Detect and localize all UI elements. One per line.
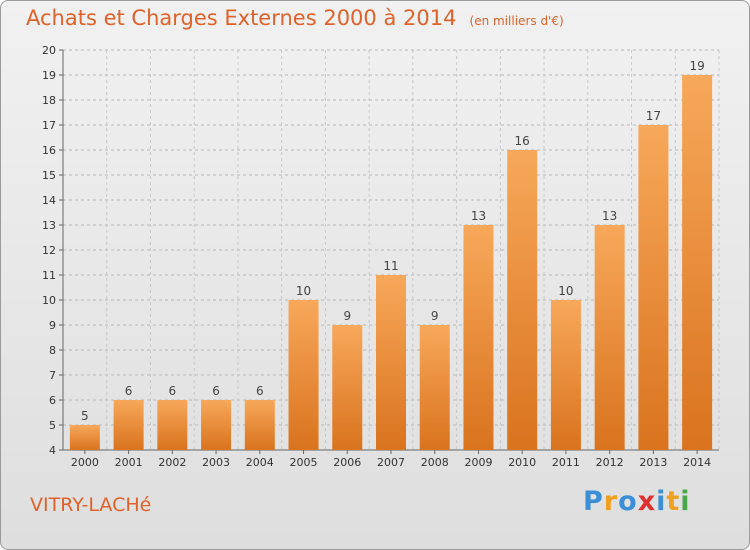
x-tick-label: 2011 xyxy=(552,456,580,469)
x-tick-label: 2003 xyxy=(202,456,230,469)
y-tick-label: 19 xyxy=(42,69,56,82)
bar xyxy=(507,150,538,450)
y-tick-label: 9 xyxy=(49,319,56,332)
chart-unit: (en milliers d'€) xyxy=(469,14,564,28)
bar xyxy=(157,400,188,450)
bar xyxy=(288,300,319,450)
y-tick-label: 13 xyxy=(42,219,56,232)
bar xyxy=(201,400,232,450)
bar xyxy=(682,75,713,450)
x-tick-label: 2014 xyxy=(683,456,711,469)
bar xyxy=(594,225,625,450)
bar-value-label: 19 xyxy=(689,59,704,73)
labels: 5 6 6 6 6 10 9 11 9 13 16 10 13 17 19 xyxy=(81,59,705,423)
x-tick-label: 2005 xyxy=(290,456,318,469)
bar-value-label: 16 xyxy=(515,134,530,148)
y-tick-label: 5 xyxy=(49,419,56,432)
bar-value-label: 13 xyxy=(602,209,617,223)
x-tick-label: 2000 xyxy=(71,456,99,469)
chart-title: Achats et Charges Externes 2000 à 2014 xyxy=(26,6,457,30)
y-tick-label: 11 xyxy=(42,269,56,282)
logo-letter: o xyxy=(618,486,638,517)
bar-value-label: 13 xyxy=(471,209,486,223)
bar xyxy=(463,225,494,450)
y-tick-label: 20 xyxy=(42,44,56,57)
bar-value-label: 10 xyxy=(296,284,311,298)
x-tick-label: 2007 xyxy=(377,456,405,469)
bar-value-label: 6 xyxy=(212,384,220,398)
bar-value-label: 10 xyxy=(558,284,573,298)
bars xyxy=(69,75,713,450)
chart-title-row: Achats et Charges Externes 2000 à 2014 (… xyxy=(26,6,564,30)
y-tick-label: 14 xyxy=(42,194,56,207)
bar xyxy=(550,300,581,450)
bar-value-label: 17 xyxy=(646,109,661,123)
bar-value-label: 6 xyxy=(256,384,264,398)
x-tick-label: 2002 xyxy=(158,456,186,469)
bar-value-label: 11 xyxy=(383,259,398,273)
bar-value-label: 6 xyxy=(169,384,177,398)
x-tick-label: 2013 xyxy=(639,456,667,469)
y-tick-label: 18 xyxy=(42,94,56,107)
logo-letter: r xyxy=(603,486,619,517)
y-tick-label: 4 xyxy=(49,444,56,457)
bar xyxy=(244,400,275,450)
proxiti-logo[interactable]: Proxiti xyxy=(583,486,691,517)
logo-letter: t xyxy=(666,486,681,517)
y-tick-label: 17 xyxy=(42,119,56,132)
logo-letter: i xyxy=(656,486,667,517)
logo-letter: i xyxy=(680,486,691,517)
y-tick-label: 12 xyxy=(42,244,56,257)
logo-letter: x xyxy=(637,486,657,517)
x-tick-label: 2010 xyxy=(508,456,536,469)
bar-value-label: 9 xyxy=(343,309,351,323)
y-tick-label: 10 xyxy=(42,294,56,307)
y-tick-label: 15 xyxy=(42,169,56,182)
bar-value-label: 5 xyxy=(81,409,89,423)
bar-value-label: 9 xyxy=(431,309,439,323)
x-tick-label: 2012 xyxy=(596,456,624,469)
y-tick-label: 8 xyxy=(49,344,56,357)
x-tick-label: 2001 xyxy=(115,456,143,469)
x-tick-label: 2006 xyxy=(333,456,361,469)
bar xyxy=(69,425,100,450)
bar-value-label: 6 xyxy=(125,384,133,398)
bar xyxy=(332,325,363,450)
y-tick-label: 6 xyxy=(49,394,56,407)
y-tick-label: 7 xyxy=(49,369,56,382)
x-tick-label: 2004 xyxy=(246,456,274,469)
bar xyxy=(638,125,669,450)
bar xyxy=(419,325,450,450)
x-tick-label: 2008 xyxy=(421,456,449,469)
bar xyxy=(113,400,144,450)
logo-letter: P xyxy=(583,486,604,517)
commune-name: VITRY-LACHé xyxy=(30,494,152,516)
bar xyxy=(376,275,406,450)
y-tick-label: 16 xyxy=(42,144,56,157)
x-tick-label: 2009 xyxy=(464,456,492,469)
